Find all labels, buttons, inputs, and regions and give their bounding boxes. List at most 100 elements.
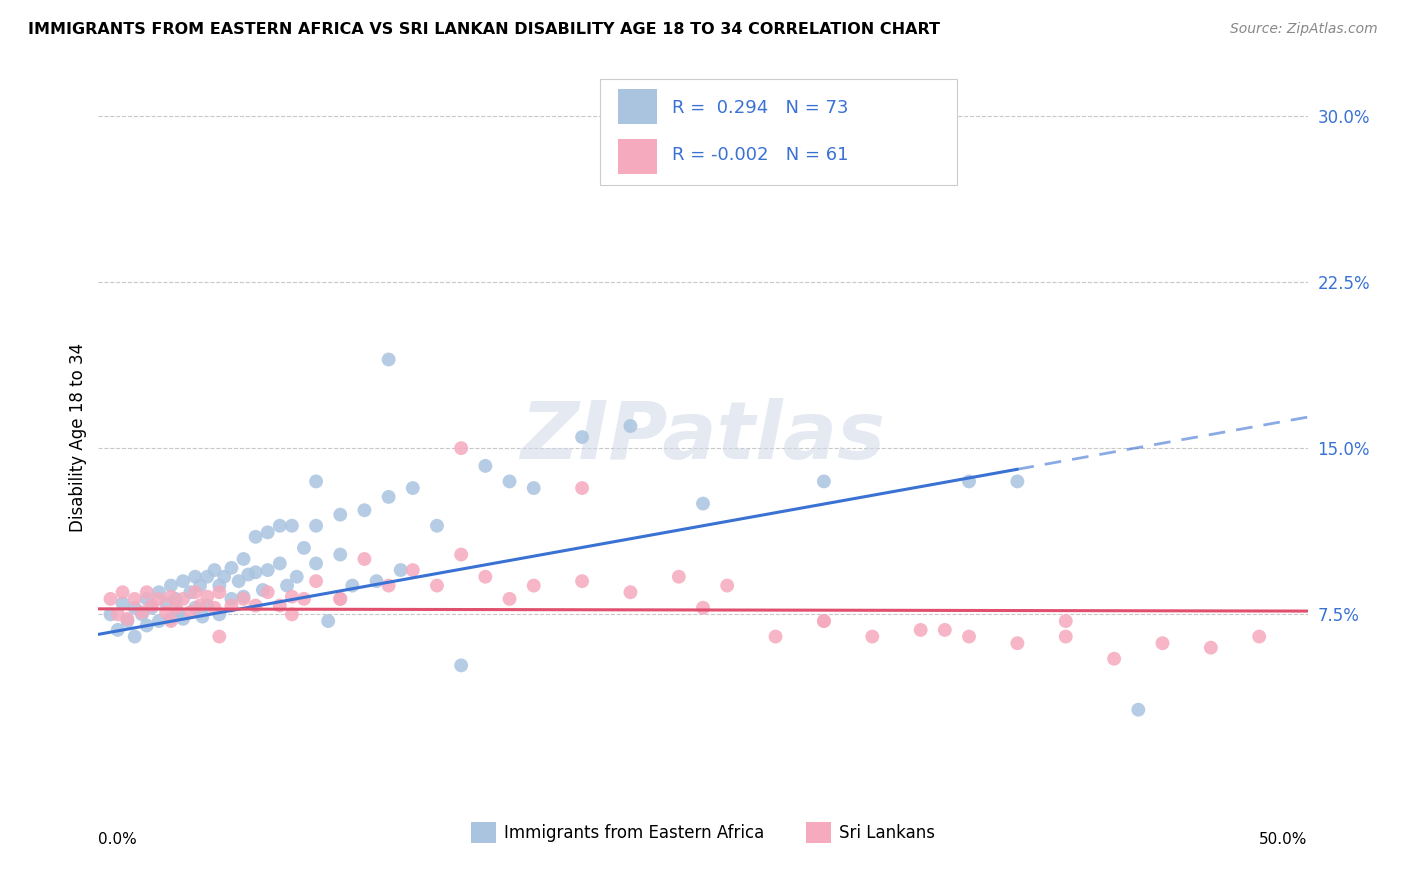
Point — [813, 475, 835, 489]
Point — [426, 518, 449, 533]
Bar — [619, 89, 657, 124]
Point — [860, 630, 883, 644]
Point — [281, 518, 304, 533]
Point — [571, 481, 593, 495]
Point — [188, 599, 211, 613]
Point — [450, 548, 472, 562]
Point — [692, 497, 714, 511]
Point — [571, 574, 593, 589]
Point — [498, 591, 520, 606]
Point — [124, 591, 146, 606]
Point — [813, 614, 835, 628]
Point — [765, 131, 787, 145]
Point — [619, 585, 641, 599]
Point — [269, 557, 291, 571]
Point — [141, 599, 163, 613]
Point — [813, 614, 835, 628]
Point — [957, 475, 980, 489]
Point — [117, 612, 139, 626]
Point — [184, 600, 207, 615]
Point — [107, 607, 129, 622]
Point — [165, 591, 187, 606]
Point — [184, 570, 207, 584]
Point — [131, 607, 153, 622]
Point — [256, 585, 278, 599]
Point — [232, 552, 254, 566]
Point — [117, 614, 139, 628]
Point — [167, 605, 190, 619]
Point — [256, 525, 278, 540]
Point — [232, 591, 254, 606]
Point — [957, 630, 980, 644]
Point — [221, 561, 243, 575]
Point — [135, 618, 157, 632]
Point — [353, 552, 375, 566]
Point — [179, 585, 201, 599]
Point — [523, 481, 546, 495]
Point — [285, 570, 308, 584]
Point — [135, 591, 157, 606]
Point — [269, 518, 291, 533]
Point — [191, 609, 214, 624]
Point — [619, 419, 641, 434]
Point — [208, 585, 231, 599]
Point — [1054, 630, 1077, 644]
Point — [523, 578, 546, 592]
Point — [238, 567, 260, 582]
Point — [148, 585, 170, 599]
Point — [124, 630, 146, 644]
Point — [281, 590, 304, 604]
Point — [765, 630, 787, 644]
Point — [281, 607, 304, 622]
Point — [245, 566, 267, 580]
FancyBboxPatch shape — [600, 78, 957, 185]
Point — [668, 570, 690, 584]
Legend: Immigrants from Eastern Africa, Sri Lankans: Immigrants from Eastern Africa, Sri Lank… — [464, 815, 942, 849]
Point — [155, 596, 177, 610]
Point — [245, 599, 267, 613]
Point — [172, 591, 194, 606]
Point — [107, 623, 129, 637]
Point — [208, 578, 231, 592]
Point — [155, 605, 177, 619]
Text: IMMIGRANTS FROM EASTERN AFRICA VS SRI LANKAN DISABILITY AGE 18 TO 34 CORRELATION: IMMIGRANTS FROM EASTERN AFRICA VS SRI LA… — [28, 22, 941, 37]
Point — [450, 441, 472, 455]
Point — [208, 630, 231, 644]
Text: Source: ZipAtlas.com: Source: ZipAtlas.com — [1230, 22, 1378, 37]
Point — [389, 563, 412, 577]
Point — [172, 612, 194, 626]
Point — [934, 623, 956, 637]
Point — [135, 585, 157, 599]
Point — [124, 600, 146, 615]
Point — [195, 570, 218, 584]
Point — [208, 607, 231, 622]
Point — [1152, 636, 1174, 650]
Text: 0.0%: 0.0% — [98, 832, 138, 847]
Point — [426, 578, 449, 592]
Point — [305, 518, 328, 533]
Point — [245, 530, 267, 544]
Point — [148, 614, 170, 628]
Point — [160, 590, 183, 604]
Point — [131, 605, 153, 619]
Bar — [619, 139, 657, 174]
Point — [221, 599, 243, 613]
Point — [1199, 640, 1222, 655]
Point — [228, 574, 250, 589]
Point — [256, 563, 278, 577]
Point — [195, 590, 218, 604]
Point — [716, 578, 738, 592]
Point — [292, 591, 315, 606]
Point — [212, 570, 235, 584]
Point — [402, 481, 425, 495]
Point — [100, 607, 122, 622]
Point — [498, 475, 520, 489]
Point — [342, 578, 364, 592]
Point — [188, 578, 211, 592]
Point — [1128, 703, 1150, 717]
Point — [160, 612, 183, 626]
Point — [204, 563, 226, 577]
Point — [160, 578, 183, 592]
Text: 50.0%: 50.0% — [1260, 832, 1308, 847]
Point — [316, 614, 339, 628]
